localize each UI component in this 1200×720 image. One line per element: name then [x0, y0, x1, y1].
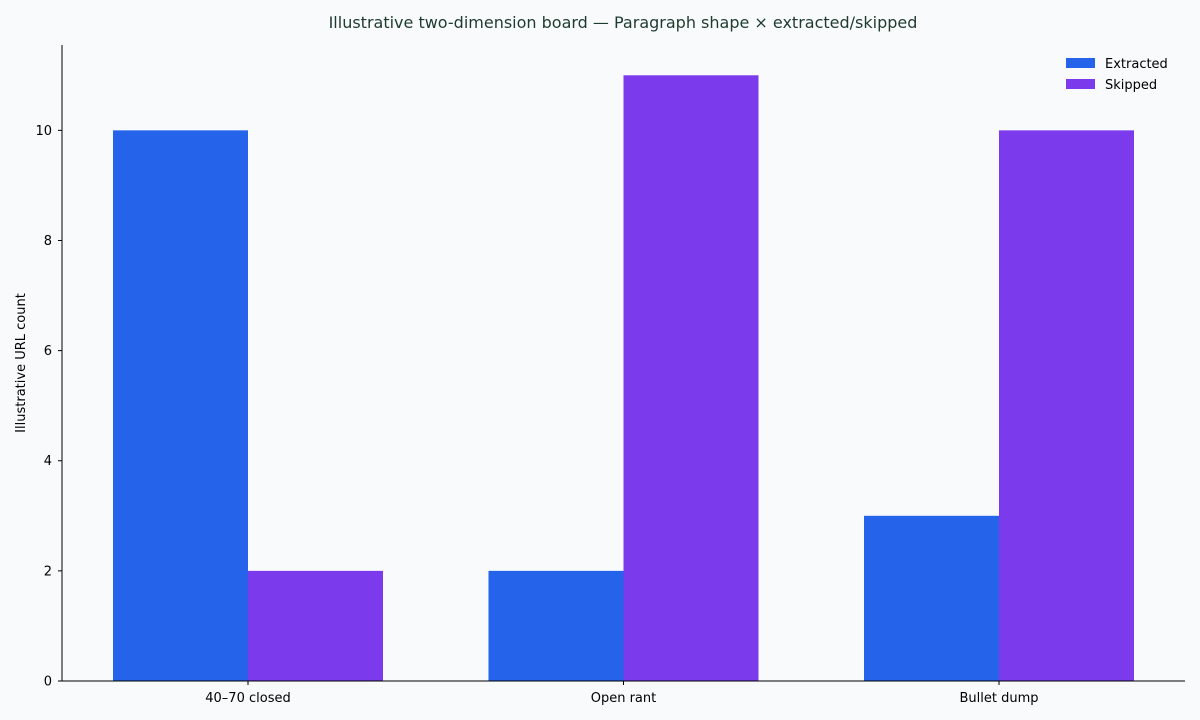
- bars-group: [113, 75, 1134, 682]
- bar-extracted-1: [488, 570, 624, 681]
- x-tick-label: 40–70 closed: [205, 691, 290, 706]
- y-axis-label: Illustrative URL count: [14, 293, 29, 433]
- x-tick-label: Bullet dump: [959, 691, 1038, 706]
- y-tick-label: 8: [44, 234, 52, 249]
- x-tick-label: Open rant: [591, 691, 657, 706]
- legend: Extracted Skipped: [1066, 57, 1168, 93]
- legend-swatch-skipped: [1066, 79, 1095, 89]
- bar-skipped-1: [623, 75, 759, 682]
- y-tick-label: 2: [44, 564, 52, 579]
- x-ticks-group: 40–70 closed Open rant Bullet dump: [205, 681, 1039, 706]
- legend-swatch-extracted: [1066, 58, 1095, 68]
- bar-extracted-2: [864, 515, 999, 681]
- y-tick-label: 4: [44, 454, 52, 469]
- bar-extracted-0: [113, 130, 248, 681]
- bar-skipped-0: [248, 570, 383, 681]
- y-tick-label: 6: [44, 344, 52, 359]
- legend-label-extracted: Extracted: [1105, 57, 1168, 72]
- y-ticks-group: 0 2 4 6 8 10: [35, 124, 62, 690]
- legend-label-skipped: Skipped: [1105, 78, 1157, 93]
- bar-skipped-2: [999, 130, 1134, 681]
- y-tick-label: 0: [44, 675, 52, 690]
- chart-title: Illustrative two-dimension board — Parag…: [329, 13, 918, 32]
- y-tick-label: 10: [35, 124, 52, 139]
